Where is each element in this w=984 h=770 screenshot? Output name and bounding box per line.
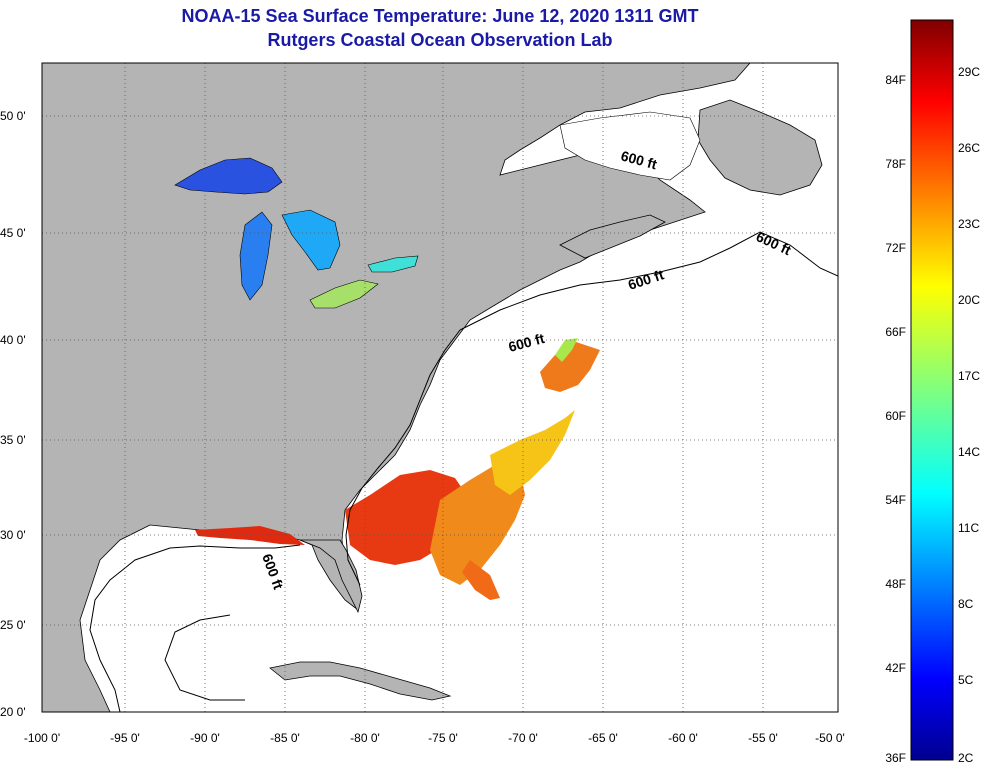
lat-label-35: 35 0' (0, 433, 26, 447)
lake-huron (281, 209, 341, 271)
colorbar-c-5: 5C (958, 673, 974, 687)
map-subtitle: Rutgers Coastal Ocean Observation Lab (267, 30, 613, 50)
lon-label-70: -70 0' (508, 731, 538, 745)
lat-label-45: 45 0' (0, 226, 26, 240)
north-america-land (42, 63, 751, 712)
contour-600ft-eastcoast (345, 329, 461, 586)
colorbar-c-14: 14C (958, 445, 980, 459)
sst-patch-gulfstream-cold (555, 338, 578, 362)
contour-600ft-gulf-inner (164, 614, 245, 701)
colorbar-c-26: 26C (958, 141, 980, 155)
sst-patch-bermuda (430, 462, 525, 585)
lon-label-65: -65 0' (588, 731, 618, 745)
lon-label-85: -85 0' (270, 731, 300, 745)
lake-superior (174, 157, 283, 195)
map-title: NOAA-15 Sea Surface Temperature: June 12… (181, 6, 699, 26)
lat-label-20: 20 0' (0, 705, 26, 719)
florida-land (299, 539, 363, 614)
lat-label-50: 50 0' (0, 109, 26, 123)
sst-patch-gulfstream (540, 340, 600, 392)
colorbar-f-78: 78F (885, 157, 906, 171)
lon-label-90: -90 0' (190, 731, 220, 745)
contour-600ft-gulf (89, 544, 301, 712)
lon-label-50: -50 0' (815, 731, 845, 745)
colorbar-f-48: 48F (885, 577, 906, 591)
lon-label-100: -100 0' (24, 731, 60, 745)
lake-erie (309, 279, 379, 309)
colorbar-f-84: 84F (885, 73, 906, 87)
lat-label-30: 30 0' (0, 528, 26, 542)
colorbar-c-23: 23C (958, 217, 980, 231)
sst-patch-atlantic (490, 410, 575, 495)
colorbar-f-54: 54F (885, 493, 906, 507)
colorbar-c-8: 8C (958, 597, 974, 611)
sst-patch-gulf (195, 526, 305, 545)
lon-label-75: -75 0' (428, 731, 458, 745)
lat-label-40: 40 0' (0, 333, 26, 347)
newfoundland-land (697, 99, 823, 196)
colorbar-c-17: 17C (958, 369, 980, 383)
lake-ontario (367, 255, 419, 273)
colorbar-f-66: 66F (885, 325, 906, 339)
contour-600ft-northeast (459, 231, 838, 331)
lon-label-55: -55 0' (748, 731, 778, 745)
colorbar-c-29: 29C (958, 65, 980, 79)
graticule (42, 63, 838, 712)
sst-patch-south (462, 560, 500, 600)
colorbar-f-42: 42F (885, 661, 906, 675)
nova-scotia-land (559, 214, 666, 259)
st-lawrence-water (559, 111, 701, 181)
colorbar (910, 19, 954, 761)
colorbar-c-2: 2C (958, 751, 974, 765)
colorbar-c-11: 11C (958, 521, 979, 535)
colorbar-c-20: 20C (958, 293, 980, 307)
lon-label-80: -80 0' (350, 731, 380, 745)
lon-label-95: -95 0' (110, 731, 140, 745)
colorbar-f-36: 36F (885, 751, 906, 765)
cuba-land (269, 661, 452, 701)
lat-label-25: 25 0' (0, 618, 26, 632)
lake-michigan (239, 211, 273, 301)
colorbar-f-60: 60F (885, 409, 906, 423)
colorbar-f-72: 72F (885, 241, 906, 255)
lon-label-60: -60 0' (668, 731, 698, 745)
